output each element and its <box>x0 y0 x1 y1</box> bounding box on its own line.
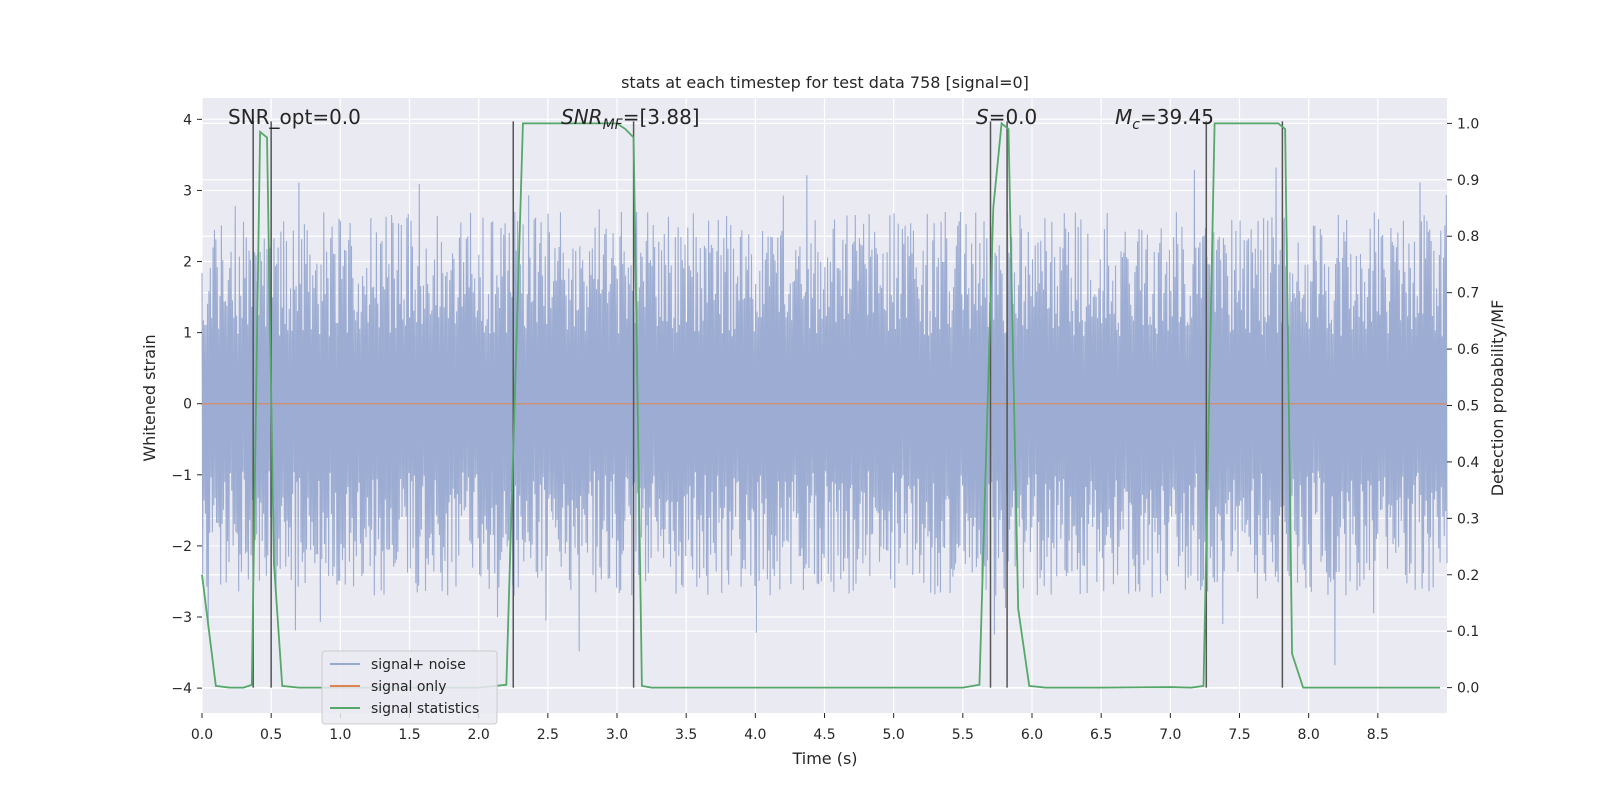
x-tick-label: 0.5 <box>260 727 282 743</box>
x-tick-label: 6.0 <box>1021 727 1043 743</box>
y-left-tick-label: 2 <box>183 255 192 271</box>
series-signal-statistics <box>201 121 1441 689</box>
y-left-tick-label: 4 <box>183 112 192 128</box>
legend-box <box>321 650 498 725</box>
annotation-snr-mf-val: =[3.88] <box>623 105 700 129</box>
legend: signal+ noise signal only signal statist… <box>321 650 498 725</box>
x-tick-label: 4.0 <box>744 727 766 743</box>
x-tick-label: 7.0 <box>1159 727 1181 743</box>
annotation-snr-mf-main: SNR <box>561 105 603 129</box>
y-right-tick-label: 0.4 <box>1457 455 1479 471</box>
x-tick-label: 1.0 <box>329 727 351 743</box>
y-right-tick-label: 0.9 <box>1457 173 1479 189</box>
x-tick-label: 3.0 <box>606 727 628 743</box>
y-right-tick-label: 0.6 <box>1457 342 1479 358</box>
y-right-ticks: 1.0 0.9 0.8 0.7 0.6 0.5 0.4 0.3 0.2 0.1 0.0 <box>1447 116 1479 697</box>
y-left-tick-label: −2 <box>171 539 192 555</box>
annotation-mc: Mc=39.45 <box>1115 105 1214 133</box>
annotation-snr-opt: SNR_opt=0.0 <box>228 105 361 129</box>
legend-label-signal-noise: signal+ noise <box>371 657 466 673</box>
x-tick-label: 8.0 <box>1298 727 1320 743</box>
x-tick-label: 5.5 <box>952 727 974 743</box>
annotation-s: S=0.0 <box>976 105 1037 129</box>
x-tick-label: 1.5 <box>398 727 420 743</box>
legend-label-signal-statistics: signal statistics <box>371 701 479 717</box>
y-right-tick-label: 0.7 <box>1457 286 1479 302</box>
annotation-mc-sub: c <box>1132 117 1140 133</box>
x-tick-label: 2.5 <box>537 727 559 743</box>
annotation-mc-main: M <box>1115 105 1132 129</box>
y-right-tick-label: 0.1 <box>1457 624 1479 640</box>
y-left-tick-label: −1 <box>171 468 192 484</box>
y-left-tick-label: −3 <box>171 610 192 626</box>
x-tick-label: 3.5 <box>675 727 697 743</box>
legend-label-signal-only: signal only <box>371 679 446 695</box>
y-right-tick-label: 0.5 <box>1457 399 1479 415</box>
x-ticks: 0.0 0.5 1.0 1.5 2.0 2.5 3.0 3.5 4.0 4.5 5.0 5.5 6.0 6… <box>191 713 1389 743</box>
y-right-axis-label: Detection probability/MF <box>1488 300 1507 497</box>
y-left-axis-label: Whitened strain <box>140 334 159 461</box>
annotation-s-main: S <box>976 105 989 129</box>
y-right-tick-label: 1.0 <box>1457 116 1479 132</box>
chart-title: stats at each timestep for test data 758… <box>621 73 1029 92</box>
y-left-tick-label: −4 <box>171 681 192 697</box>
annotation-snr-mf-sub: MF <box>603 117 624 133</box>
x-tick-label: 8.5 <box>1367 727 1389 743</box>
y-right-tick-label: 0.8 <box>1457 229 1479 245</box>
y-left-tick-label: 1 <box>183 326 192 342</box>
noise-line <box>201 167 1448 666</box>
x-tick-label: 4.5 <box>813 727 835 743</box>
y-left-ticks: 4 3 2 1 0 −1 −2 −3 −4 <box>171 112 202 697</box>
x-tick-label: 0.0 <box>191 727 213 743</box>
y-right-tick-label: 0.3 <box>1457 511 1479 527</box>
y-left-tick-label: 0 <box>183 397 192 413</box>
y-right-tick-label: 0.2 <box>1457 568 1479 584</box>
annotation-mc-val: =39.45 <box>1140 105 1214 129</box>
x-tick-label: 6.5 <box>1090 727 1112 743</box>
y-right-tick-label: 0.0 <box>1457 681 1479 697</box>
series-signal-noise <box>201 167 1448 666</box>
y-left-tick-label: 3 <box>183 183 192 199</box>
x-tick-label: 5.0 <box>883 727 905 743</box>
x-axis-label: Time (s) <box>791 749 857 768</box>
x-tick-label: 2.0 <box>468 727 490 743</box>
annotation-snr-mf: SNRMF=[3.88] <box>561 105 700 133</box>
annotation-s-val: =0.0 <box>989 105 1038 129</box>
x-tick-label: 7.5 <box>1228 727 1250 743</box>
statistics-line <box>201 121 1441 689</box>
